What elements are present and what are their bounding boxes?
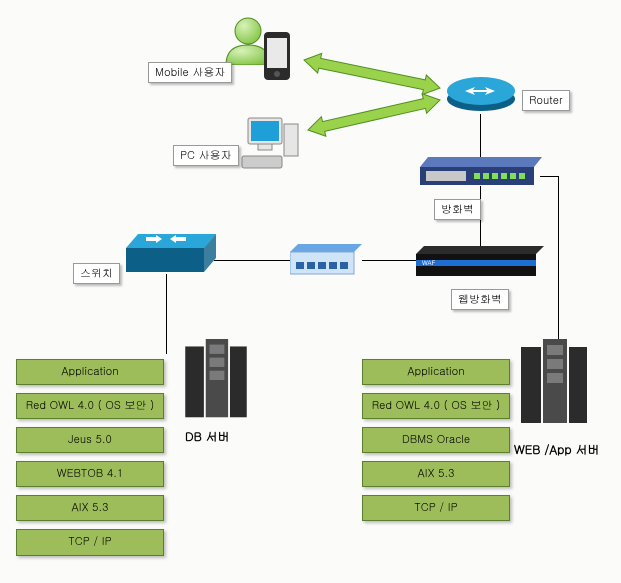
- svg-text:WAF: WAF: [422, 261, 435, 267]
- caption-db-server: DB 서버: [185, 428, 230, 445]
- pc-icon: [240, 116, 300, 171]
- router-icon: [445, 73, 517, 115]
- label-router: Router: [522, 90, 570, 111]
- line-mid-to-switch: [214, 260, 292, 261]
- stack-item: WEBTOB 4.1: [16, 461, 164, 487]
- stack-item: Jeus 5.0: [16, 427, 164, 453]
- label-waf: 웹방화벽: [451, 289, 509, 310]
- webapp-server-stack: Application Red OWL 4.0 ( OS 보안 ) DBMS Ora…: [362, 359, 510, 529]
- stack-item: TCP / IP: [16, 529, 164, 555]
- switch-device-icon: [126, 234, 216, 274]
- stack-item: AIX 5.3: [362, 461, 510, 487]
- stack-item: Application: [362, 359, 510, 385]
- webapp-server-icon: [517, 339, 591, 427]
- arrow-pc-to-router: [306, 90, 442, 140]
- stack-item: DBMS Oracle: [362, 427, 510, 453]
- line-switch-down: [166, 274, 167, 354]
- arrow-mobile-to-router: [302, 50, 442, 98]
- stack-item: Red OWL 4.0 ( OS 보안 ): [362, 393, 510, 419]
- label-switch: 스위치: [73, 263, 120, 284]
- label-firewall: 방화벽: [434, 199, 481, 220]
- stack-item: Red OWL 4.0 ( OS 보안 ): [16, 393, 164, 419]
- firewall-device-icon: [420, 157, 542, 187]
- line-firewall-right-h: [540, 176, 558, 177]
- db-server-icon: [179, 339, 253, 421]
- line-waf-left-to-mid: [362, 260, 418, 261]
- label-mobile-user: Mobile 사용자: [148, 62, 232, 83]
- smartphone-icon: [263, 31, 291, 81]
- line-router-down: [480, 114, 481, 162]
- line-firewall-right-v: [558, 176, 559, 344]
- stack-item: AIX 5.3: [16, 495, 164, 521]
- label-pc-user: PC 사용자: [173, 145, 239, 166]
- middle-appliance-icon: [290, 244, 362, 276]
- stack-item: Application: [16, 359, 164, 385]
- stack-item: TCP / IP: [362, 495, 510, 521]
- db-server-stack: Application Red OWL 4.0 ( OS 보안 ) Jeus 5.0…: [16, 359, 164, 564]
- web-firewall-device-icon: WAF: [416, 246, 544, 278]
- caption-webapp-server: WEB /App 서버: [514, 441, 600, 458]
